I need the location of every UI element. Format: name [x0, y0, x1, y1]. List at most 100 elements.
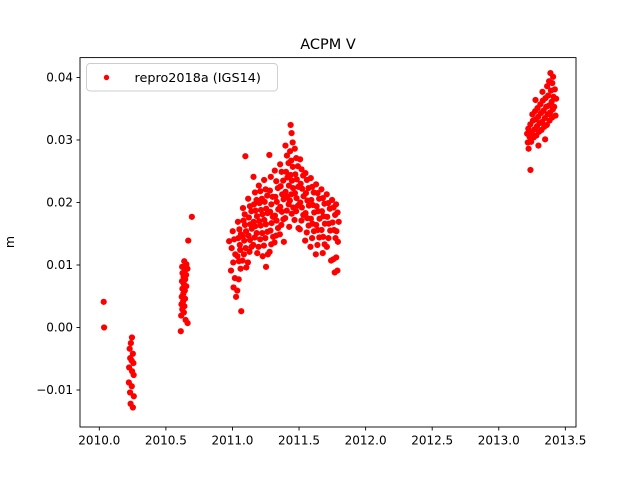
scatter-point — [250, 241, 257, 249]
scatter-point — [525, 145, 532, 152]
scatter-point — [527, 166, 534, 174]
scatter-point — [549, 114, 556, 121]
scatter-point — [271, 212, 279, 219]
scatter-point — [288, 177, 296, 184]
scatter-point — [226, 238, 233, 245]
scatter-point — [242, 245, 249, 252]
scatter-point — [234, 253, 241, 260]
scatter-point — [128, 334, 136, 341]
scatter-point — [318, 208, 326, 215]
scatter-point — [312, 181, 320, 188]
scatter-point — [234, 218, 242, 225]
scatter-point — [227, 267, 235, 274]
scatter-point — [101, 324, 108, 331]
scatter-point — [287, 171, 294, 179]
scatter-point — [245, 195, 252, 202]
scatter-point — [329, 219, 336, 226]
scatter-point — [544, 83, 551, 90]
scatter-point — [256, 200, 263, 207]
plot-frame — [79, 57, 577, 428]
chart-title: ACPM V — [300, 37, 356, 53]
scatter-point — [307, 215, 314, 222]
scatter-point — [250, 173, 257, 180]
scatter-point — [298, 166, 305, 173]
scatter-point — [126, 345, 133, 352]
scatter-point — [334, 238, 342, 245]
scatter-point — [286, 197, 293, 204]
scatter-point — [282, 168, 290, 175]
scatter-point — [289, 139, 296, 146]
scatter-point — [245, 214, 252, 221]
scatter-point — [282, 215, 289, 222]
scatter-point — [277, 183, 284, 190]
scatter-point — [318, 186, 325, 193]
scatter-point — [273, 217, 280, 224]
scatter-point — [241, 237, 248, 244]
x-tick-label: 2012.0 — [345, 434, 387, 448]
y-tick-label: 0.02 — [46, 196, 73, 210]
scatter-point — [319, 250, 326, 257]
scatter-point — [237, 265, 244, 272]
scatter-point — [243, 264, 250, 271]
scatter-point — [266, 187, 273, 194]
scatter-point — [280, 177, 287, 184]
scatter-point — [335, 218, 342, 225]
scatter-point — [333, 254, 340, 261]
scatter-point — [553, 95, 560, 102]
scatter-point — [323, 191, 330, 198]
y-tick-label: −0.01 — [36, 383, 73, 397]
scatter-point — [298, 204, 305, 211]
scatter-point — [259, 230, 266, 237]
scatter-point — [287, 148, 294, 155]
scatter-point — [314, 190, 321, 197]
scatter-point — [185, 237, 192, 244]
scatter-point — [299, 185, 306, 192]
x-tick-label: 2010.0 — [78, 434, 120, 448]
scatter-point — [257, 222, 264, 229]
x-tick-label: 2013.0 — [478, 434, 520, 448]
scatter-point — [280, 238, 287, 245]
scatter-point — [242, 153, 249, 160]
scatter-point — [271, 239, 278, 246]
scatter-point — [551, 103, 558, 110]
scatter-point — [188, 213, 195, 220]
x-axis: 2010.0 2010.5 2011.0 2011.5 2012.0 2012.5 2013… — [78, 427, 586, 448]
legend-box — [86, 63, 278, 92]
scatter-point — [296, 226, 303, 233]
scatter-point — [264, 192, 271, 199]
scatter-point — [313, 221, 320, 229]
scatter-point — [551, 86, 558, 93]
scatter-point — [314, 241, 321, 249]
scatter-point — [261, 198, 268, 205]
scatter-point — [293, 176, 300, 183]
scatter-point — [532, 96, 539, 104]
scatter-point — [289, 163, 296, 170]
scatter-point — [262, 263, 270, 270]
scatter-point — [177, 328, 184, 335]
legend-label: repro2018a (IGS14) — [135, 71, 261, 86]
scatter-point — [261, 176, 268, 184]
scatter-point — [277, 161, 284, 168]
scatter-point — [255, 243, 262, 250]
scatter-point — [252, 207, 259, 214]
scatter-point — [262, 235, 269, 242]
scatter-point — [228, 245, 235, 252]
scatter-point — [545, 92, 552, 99]
scatter-point — [298, 217, 305, 224]
scatter-point — [236, 241, 243, 249]
scatter-point — [291, 145, 298, 152]
scatter-point — [542, 136, 549, 143]
scatter-point — [323, 243, 330, 250]
scatter-point — [253, 213, 261, 220]
scatter-point — [550, 73, 557, 80]
x-tick-label: 2012.5 — [411, 434, 453, 448]
scatter-point — [267, 227, 274, 234]
scatter-point — [292, 171, 299, 178]
scatter-point — [283, 152, 291, 159]
scatter-point — [239, 205, 247, 212]
scatter-point — [278, 221, 285, 229]
scatter-point — [325, 235, 332, 242]
scatter-point — [271, 167, 278, 174]
scatter-point — [255, 182, 262, 189]
